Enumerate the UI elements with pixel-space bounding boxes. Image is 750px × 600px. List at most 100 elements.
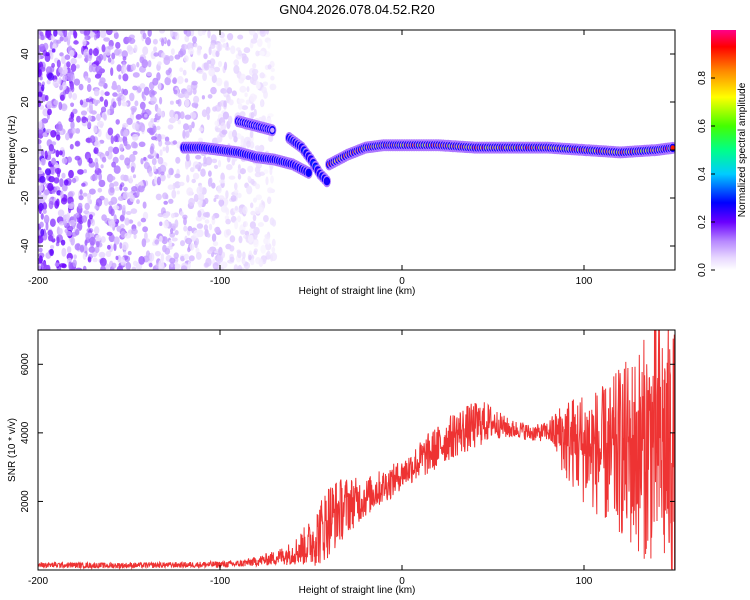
noise-blob [181, 265, 188, 270]
noise-blob [75, 127, 81, 134]
noise-blob [208, 170, 212, 177]
noise-blob [116, 97, 122, 102]
noise-blob [69, 81, 74, 91]
noise-blob [38, 100, 42, 108]
noise-blob [192, 87, 197, 95]
noise-blob [149, 252, 155, 262]
noise-blob [197, 45, 201, 54]
ridge-core [670, 145, 675, 151]
noise-blob [155, 193, 162, 201]
noise-blob [67, 225, 74, 232]
noise-blob [224, 46, 231, 51]
noise-blob [71, 127, 77, 134]
noise-blob [139, 56, 145, 64]
noise-blob [167, 124, 174, 130]
noise-blob [45, 128, 52, 134]
noise-blob [72, 93, 78, 101]
noise-blob [156, 176, 161, 186]
noise-blob [137, 184, 145, 193]
noise-blob [159, 235, 163, 243]
noise-blob [122, 56, 127, 61]
noise-blob [107, 127, 114, 136]
noise-blob [242, 251, 246, 259]
noise-blob [112, 30, 118, 34]
noise-blob [110, 135, 115, 145]
noise-blob [106, 231, 113, 236]
noise-blob [180, 255, 185, 262]
noise-blob [98, 172, 102, 181]
noise-blob [66, 246, 72, 254]
noise-blob [61, 55, 66, 64]
noise-blob [54, 262, 60, 267]
noise-blob [207, 30, 211, 39]
noise-blob [192, 172, 200, 180]
noise-blob [68, 169, 74, 179]
noise-blob [150, 118, 155, 123]
colorbar-tick-label: 0.2 [697, 215, 708, 229]
noise-blob [228, 175, 236, 180]
noise-blob [123, 129, 129, 137]
noise-blob [201, 109, 208, 118]
noise-blob [59, 130, 64, 136]
noise-blob [222, 43, 227, 48]
noise-blob [140, 123, 146, 133]
noise-blob [48, 235, 54, 242]
noise-blob [172, 77, 177, 85]
noise-blob [170, 48, 175, 55]
noise-blob [169, 109, 175, 118]
noise-blob [131, 266, 137, 270]
snr-y-axis-label: SNR (10 * v/v) [7, 418, 18, 482]
noise-blob [215, 77, 223, 87]
noise-blob [261, 86, 267, 94]
noise-blob [85, 98, 90, 103]
noise-blob [39, 183, 44, 192]
noise-blob [225, 218, 231, 225]
noise-blob [93, 147, 99, 155]
noise-blob [164, 247, 171, 255]
noise-blob [59, 36, 64, 42]
noise-blob [79, 189, 83, 195]
noise-blob [120, 256, 125, 266]
noise-blob [215, 50, 220, 58]
noise-blob [186, 174, 190, 183]
heatmap-feature-upper-branch [234, 115, 277, 137]
noise-blob [42, 132, 48, 137]
noise-blob [170, 213, 176, 219]
noise-blob [74, 155, 81, 161]
noise-blob [206, 233, 211, 238]
noise-blob [218, 195, 225, 201]
noise-blob [228, 115, 233, 125]
noise-blob [102, 52, 107, 62]
noise-blob [176, 190, 180, 195]
noise-blob [228, 130, 234, 140]
noise-blob [98, 251, 106, 258]
noise-blob [82, 252, 87, 260]
noise-blob [138, 256, 145, 265]
noise-blob [148, 171, 153, 177]
noise-blob [47, 72, 54, 81]
noise-blob [132, 150, 138, 155]
noise-blob [68, 91, 73, 99]
noise-blob [78, 195, 84, 201]
noise-blob [177, 120, 181, 125]
noise-blob [151, 136, 157, 141]
noise-blob [79, 99, 84, 106]
noise-blob [100, 265, 106, 270]
noise-blob [215, 127, 222, 133]
colorbar: 0.0 0.2 0.4 0.6 0.8 Normalized spectral ampl… [697, 30, 748, 277]
noise-blob [81, 215, 88, 223]
noise-blob [220, 88, 228, 94]
y-tick-label: 20 [20, 96, 31, 108]
noise-blob [69, 49, 75, 57]
noise-blob [178, 181, 185, 187]
noise-blob [46, 30, 51, 39]
colorbar-tick-label: 0.0 [697, 263, 708, 277]
noise-blob [218, 246, 223, 256]
noise-blob [58, 228, 63, 235]
noise-blob [82, 39, 87, 47]
noise-blob [151, 158, 157, 166]
noise-blob [157, 61, 162, 66]
noise-blob [136, 61, 140, 68]
noise-blob [214, 120, 220, 127]
